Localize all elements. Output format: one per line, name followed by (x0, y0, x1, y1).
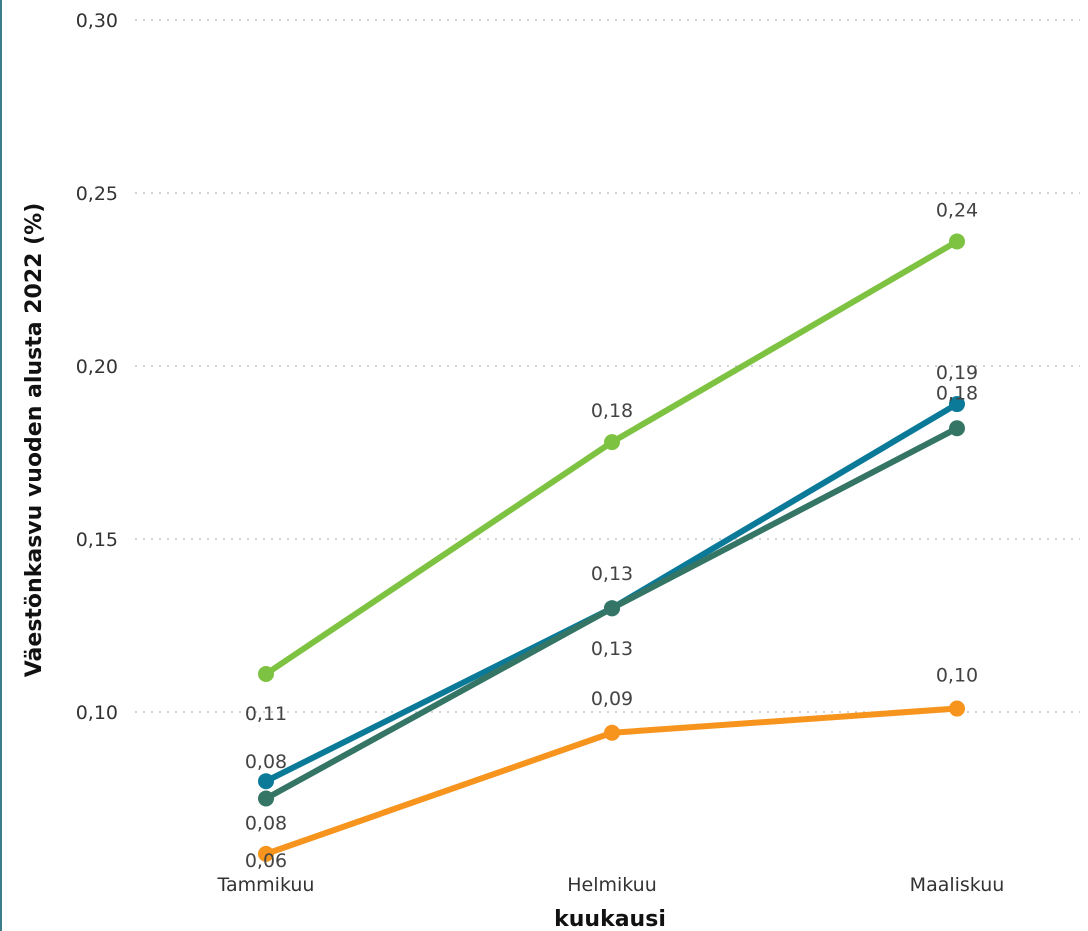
data-label: 0,13 (591, 638, 633, 660)
y-tick-label: 0,25 (76, 183, 118, 205)
data-label: 0,08 (245, 813, 287, 835)
data-labels: 0,11 0,18 0,24 0,08 0,13 0,19 0,08 0,13 0,18 0,06… (245, 199, 978, 871)
data-point (949, 700, 965, 717)
data-label: 0,08 (245, 751, 287, 773)
x-tick-labels: Tammikuu Helmikuu Maaliskuu (217, 874, 1005, 896)
y-tick-label: 0,30 (76, 10, 118, 32)
data-point (604, 434, 620, 451)
data-label: 0,11 (245, 703, 287, 725)
data-point (949, 233, 965, 250)
data-label: 0,19 (936, 362, 978, 384)
y-tick-label: 0,10 (76, 702, 118, 724)
data-label: 0,18 (936, 382, 978, 404)
series-lines (263, 238, 960, 857)
data-point (949, 420, 965, 437)
data-point (258, 773, 274, 790)
data-point (604, 600, 620, 617)
data-label: 0,09 (591, 688, 633, 710)
y-tick-labels: 0,10 0,15 0,20 0,25 0,30 (76, 10, 118, 724)
x-tick-label: Tammikuu (217, 874, 315, 896)
data-point (258, 845, 274, 862)
data-point (949, 396, 965, 413)
series-points (258, 233, 965, 862)
data-label: 0,13 (591, 563, 633, 585)
data-label: 0,18 (591, 400, 633, 422)
data-point (604, 724, 620, 741)
y-tick-label: 0,20 (76, 356, 118, 378)
x-tick-label: Maaliskuu (910, 874, 1005, 896)
data-label: 0,06 (245, 850, 287, 872)
data-point (258, 790, 274, 807)
series-line (263, 401, 960, 785)
y-tick-label: 0,15 (76, 529, 118, 551)
data-label: 0,24 (936, 199, 978, 221)
gridlines (135, 19, 1080, 713)
x-tick-label: Helmikuu (567, 874, 657, 896)
left-edge-strip (0, 0, 2, 931)
data-label: 0,10 (936, 665, 978, 687)
y-axis-title: Väestönkasvu vuoden alusta 2022 (%) (22, 203, 47, 678)
x-axis-title: kuukausi (554, 907, 666, 931)
data-point (258, 665, 274, 682)
